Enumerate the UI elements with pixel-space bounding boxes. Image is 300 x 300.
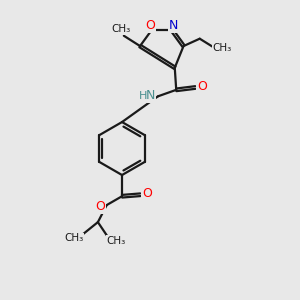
Text: CH₃: CH₃ [65, 233, 84, 243]
Text: O: O [145, 20, 155, 32]
Text: CH₃: CH₃ [212, 44, 231, 53]
Text: H: H [139, 91, 147, 101]
Text: O: O [197, 80, 207, 92]
Text: CH₃: CH₃ [107, 236, 126, 246]
Text: CH₃: CH₃ [111, 24, 130, 34]
Text: O: O [142, 187, 152, 200]
Text: N: N [169, 20, 178, 32]
Text: N: N [146, 89, 155, 102]
Text: O: O [95, 200, 105, 213]
